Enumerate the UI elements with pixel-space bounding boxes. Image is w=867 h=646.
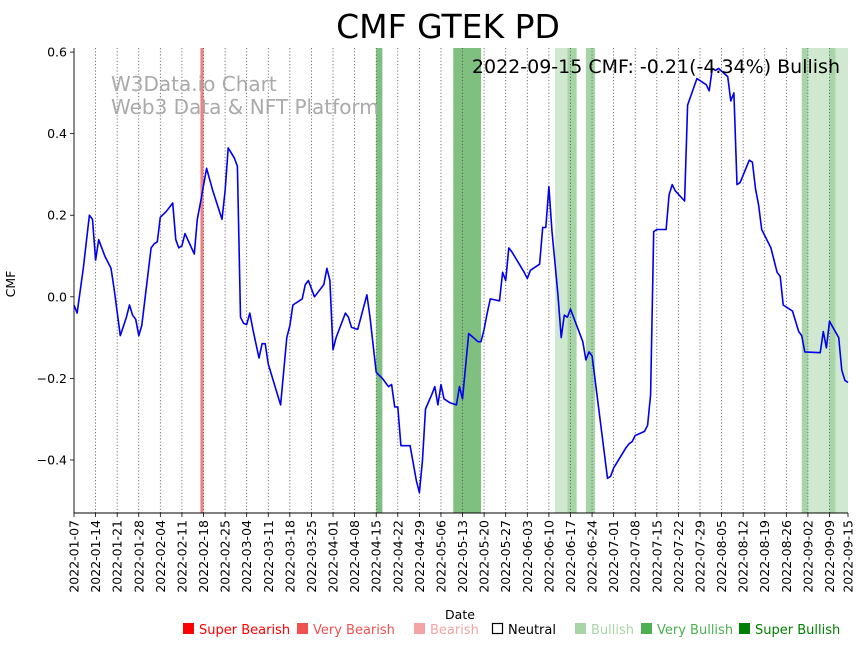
signal-band	[835, 48, 848, 513]
x-tick-label: 2022-04-29	[412, 520, 427, 593]
x-tick-label: 2022-02-25	[218, 520, 233, 593]
signal-band	[585, 48, 596, 513]
x-tick-label: 2022-05-27	[498, 520, 513, 593]
x-tick-label: 2022-06-10	[541, 520, 556, 593]
legend-swatch	[739, 623, 750, 634]
legend-swatch	[575, 623, 586, 634]
signal-band	[829, 48, 836, 513]
x-tick-label: 2022-01-07	[67, 520, 82, 593]
legend-swatch	[414, 623, 425, 634]
vertical-gridlines	[95, 48, 830, 513]
legend-label: Very Bearish	[313, 623, 395, 638]
y-ticks: −0.4 −0.2 0.0 0.2 0.4 0.6	[37, 45, 74, 467]
axes	[73, 48, 848, 514]
signal-band	[555, 48, 568, 513]
legend-label: Neutral	[508, 623, 556, 638]
chart-title: CMF GTEK PD	[336, 7, 560, 46]
watermark-line-2: Web3 Data & NFT Platform	[111, 95, 379, 119]
x-tick-label: 2022-07-29	[692, 520, 707, 593]
x-ticks: 2022-01-07 2022-01-14 2022-01-21 2022-01-28…	[67, 513, 856, 593]
signal-band	[801, 48, 808, 513]
latest-value-annotation: 2022-09-15 CMF: -0.21(-4.34%) Bullish	[472, 56, 840, 78]
x-tick-label: 2022-05-20	[477, 520, 492, 593]
legend-item: Neutral	[491, 622, 556, 638]
legend-item: Super Bearish	[183, 623, 290, 638]
legend-label: Very Bullish	[657, 623, 733, 638]
legend-item: Bearish	[414, 623, 479, 638]
x-tick-label: 2022-09-02	[800, 520, 815, 593]
x-tick-label: 2022-01-28	[131, 520, 146, 593]
x-tick-label: 2022-02-18	[196, 520, 211, 593]
x-tick-label: 2022-08-26	[779, 520, 794, 593]
x-tick-label: 2022-04-08	[347, 520, 362, 593]
x-tick-label: 2022-07-15	[649, 520, 664, 593]
x-tick-label: 2022-01-21	[110, 520, 125, 593]
x-tick-label: 2022-07-08	[628, 520, 643, 593]
x-tick-label: 2022-03-11	[261, 520, 276, 593]
legend-swatch	[491, 622, 504, 635]
x-tick-label: 2022-03-25	[304, 520, 319, 593]
y-tick-label: −0.2	[37, 371, 67, 386]
signal-band	[453, 48, 482, 513]
legend-label: Bullish	[591, 623, 634, 638]
x-tick-label: 2022-06-24	[585, 520, 600, 593]
watermark: W3Data.io Chart Web3 Data & NFT Platform	[111, 72, 379, 119]
y-tick-label: 0.0	[47, 289, 67, 304]
x-tick-label: 2022-09-09	[822, 520, 837, 593]
signal-band	[807, 48, 830, 513]
legend-label: Super Bullish	[755, 623, 840, 638]
x-tick-label: 2022-04-22	[390, 520, 405, 593]
x-tick-label: 2022-07-22	[671, 520, 686, 593]
x-tick-label: 2022-07-01	[606, 520, 621, 593]
legend-swatch	[641, 623, 652, 634]
y-tick-label: −0.4	[37, 452, 67, 467]
x-tick-label: 2022-05-13	[455, 520, 470, 593]
y-tick-label: 0.4	[47, 126, 67, 141]
signal-band	[200, 48, 204, 513]
x-tick-label: 2022-09-15	[841, 520, 856, 593]
x-tick-label: 2022-04-01	[326, 520, 341, 593]
legend-item: Very Bearish	[297, 623, 395, 638]
series-layer	[73, 67, 849, 494]
legend-swatch	[183, 623, 194, 634]
legend-item: Super Bullish	[739, 623, 840, 638]
y-tick-label: 0.2	[47, 208, 67, 223]
legend-item: Very Bullish	[641, 623, 733, 638]
x-tick-label: 2022-08-12	[736, 520, 751, 593]
legend-label: Bearish	[430, 623, 479, 638]
signal-band	[567, 48, 577, 513]
x-tick-label: 2022-03-04	[239, 520, 254, 593]
cmf-series-line	[73, 67, 849, 494]
x-tick-label: 2022-02-11	[174, 520, 189, 593]
watermark-line-1: W3Data.io Chart	[111, 72, 277, 96]
x-tick-label: 2022-06-03	[520, 520, 535, 593]
legend-item: Bullish	[575, 623, 634, 638]
x-tick-label: 2022-08-05	[714, 520, 729, 593]
signal-band	[376, 48, 383, 513]
x-tick-label: 2022-06-17	[563, 520, 578, 593]
legend-swatch	[297, 623, 308, 634]
x-tick-label: 2022-01-14	[88, 520, 103, 593]
legend: Super Bearish Very Bearish Bearish Neutral B…	[183, 622, 840, 638]
x-tick-label: 2022-08-19	[757, 520, 772, 593]
x-tick-label: 2022-04-15	[369, 520, 384, 593]
signal-bands	[200, 48, 848, 513]
x-tick-label: 2022-03-18	[282, 520, 297, 593]
y-tick-label: 0.6	[47, 45, 67, 60]
legend-label: Super Bearish	[199, 623, 290, 638]
x-axis-label: Date	[445, 607, 475, 622]
x-tick-label: 2022-02-04	[153, 520, 168, 593]
y-axis-label: CMF	[3, 271, 18, 298]
x-tick-label: 2022-05-06	[433, 520, 448, 593]
